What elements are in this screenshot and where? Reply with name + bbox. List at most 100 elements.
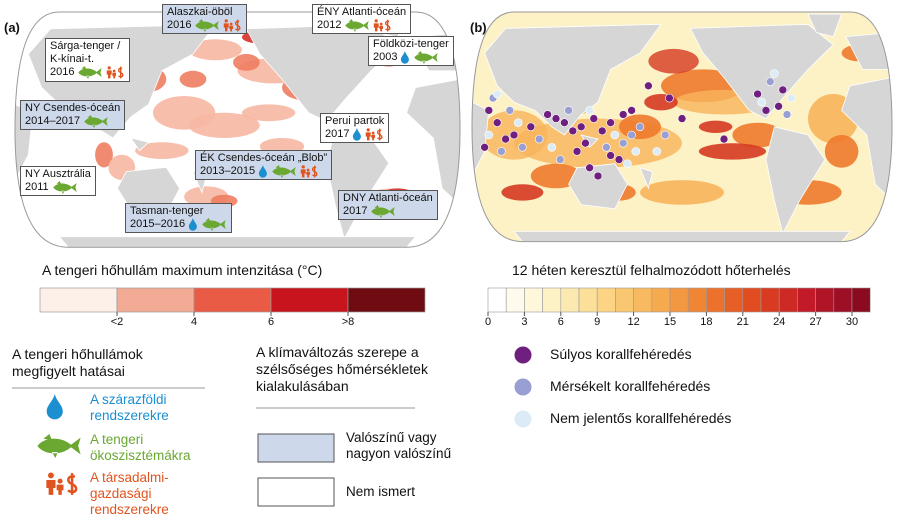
drop-icon — [258, 165, 267, 178]
coral-site — [535, 135, 543, 143]
land — [60, 237, 416, 248]
color-swatch — [487, 287, 507, 313]
people-icon — [107, 66, 124, 79]
event-icons — [194, 19, 241, 33]
event-name: Alaszkai-öböl — [167, 6, 242, 19]
text-line: ÉNY Atlanti-óceán — [317, 6, 407, 18]
coral-site — [636, 123, 644, 131]
drop-icon — [46, 394, 63, 420]
people-icon — [365, 128, 383, 141]
tick-label: 6 — [557, 316, 564, 328]
heat-patch — [698, 143, 766, 160]
people-icon — [300, 165, 318, 178]
coral-site — [762, 106, 770, 114]
coral-site — [766, 78, 774, 86]
text-line: ÉK Csendes-óceán „Blob” — [200, 152, 328, 164]
text-line: rendszerekre — [90, 408, 169, 424]
heat-patch — [233, 54, 260, 71]
legend-title: A tengeri hőhullám maximum intenzitása (… — [42, 262, 323, 278]
attribution-label: Nem ismert — [346, 484, 415, 500]
text-line: K-kínai-t. — [50, 53, 95, 66]
event-icons — [52, 181, 78, 195]
color-swatch — [560, 287, 580, 313]
text-line: NY Csendes-óceán — [25, 102, 121, 114]
color-swatch — [742, 287, 762, 313]
color-swatch — [542, 287, 562, 313]
coral-site — [665, 94, 673, 102]
event-box: NY Csendes-óceán 2014–2017 — [20, 100, 126, 131]
color-swatch — [578, 287, 598, 313]
event-name: DNY Atlanti-óceán — [343, 192, 433, 205]
color-swatch — [651, 287, 671, 313]
text-line: ökoszisztémákra — [90, 448, 191, 464]
event-box: Sárga-tenger / K-kínai-t. 2016 — [45, 38, 130, 82]
color-swatch — [833, 287, 853, 313]
tick-label: 24 — [773, 316, 786, 328]
text-line: Valószínű vagy — [346, 430, 437, 445]
fish-icon — [272, 165, 296, 179]
event-icons — [370, 205, 396, 219]
heat-patch — [698, 120, 733, 133]
text-line: A tengeri hőhullámok — [12, 346, 143, 362]
drop-icon — [401, 51, 410, 64]
land — [808, 14, 842, 37]
event-box: Földközi-tenger 2003 — [368, 36, 454, 67]
coral-site — [619, 139, 627, 147]
tick-label: 12 — [627, 316, 640, 328]
people-icon — [374, 19, 391, 32]
coral-site — [661, 131, 669, 139]
color-swatch — [193, 287, 272, 313]
event-box: Tasman-tenger 2015–2016 — [125, 203, 232, 234]
event-row: 2016 — [50, 66, 125, 80]
coral-site — [586, 106, 594, 114]
bleaching-label: Súlyos korallfehéredés — [550, 346, 692, 362]
coral-site — [510, 131, 518, 139]
fish-icon — [345, 19, 370, 33]
text-line: A szárazföldi — [90, 392, 167, 407]
panel-label: (a) — [4, 20, 20, 35]
land — [131, 138, 149, 151]
coral-site — [623, 160, 631, 168]
event-row: 2016 — [167, 19, 242, 33]
coral-site — [653, 147, 661, 155]
text-line: Tasman-tenger — [130, 205, 204, 217]
event-name: NY Csendes-óceán — [25, 102, 120, 115]
text-line: Alaszkai-öböl — [167, 6, 233, 18]
coral-site — [619, 111, 627, 119]
heat-patch — [135, 142, 189, 159]
heat-patch — [95, 142, 113, 168]
bleaching-marker — [513, 345, 533, 365]
tick-label: 6 — [267, 316, 275, 328]
impact-label: A társadalmi-gazdasági rendszerekre — [90, 470, 169, 519]
text-line: nagyon valószínű — [346, 446, 452, 462]
tick-label: <2 — [110, 316, 124, 328]
event-years: 2017 — [325, 128, 350, 141]
event-years: 2011 — [25, 181, 49, 194]
land — [846, 33, 892, 70]
event-row: 2011 — [25, 181, 91, 195]
tick-label: 15 — [663, 316, 677, 328]
color-swatch — [706, 287, 725, 313]
land — [485, 24, 661, 135]
event-years: 2015–2016 — [130, 218, 186, 231]
color-swatch — [39, 287, 118, 313]
coral-site — [497, 147, 505, 155]
coral-site — [581, 139, 589, 147]
land — [407, 79, 460, 205]
text-line: A klímaváltozás szerepe a — [256, 344, 419, 360]
coral-site — [481, 143, 489, 151]
color-swatch — [270, 287, 349, 313]
swatch-unknown — [257, 477, 335, 507]
text-line: Sárga-tenger / — [50, 40, 121, 52]
heat-patch — [241, 104, 296, 122]
color-swatch — [724, 287, 744, 313]
bleaching-label: Mérsékelt korallfehéredés — [550, 378, 711, 394]
event-row: 2017 — [325, 128, 384, 141]
event-row: 2013–2015 — [200, 165, 327, 179]
event-years: 2016 — [167, 19, 192, 32]
legend-title: A tengeri hőhullámok megfigyelt hatásai — [12, 346, 143, 380]
color-swatch — [687, 287, 707, 313]
impact-label: A szárazföldi rendszerekre — [90, 392, 169, 424]
event-years: 2017 — [343, 205, 368, 218]
